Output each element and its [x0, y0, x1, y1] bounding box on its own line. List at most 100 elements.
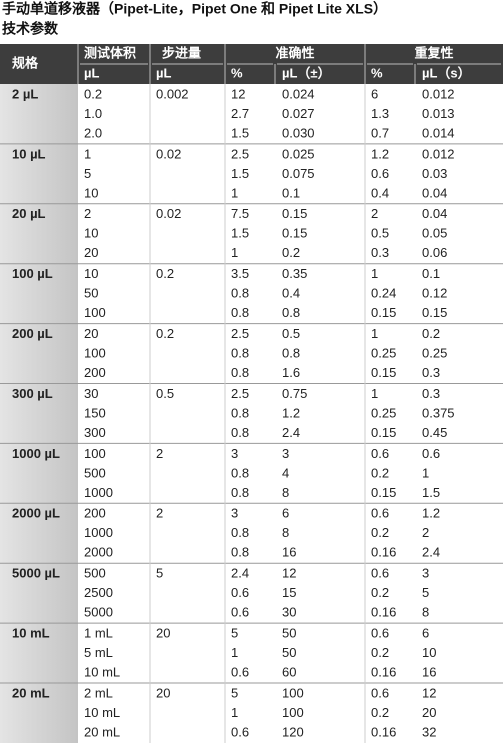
spec-cell: 1000 µL: [12, 446, 60, 461]
data-cell: 1: [231, 185, 238, 200]
data-cell: 2: [422, 525, 429, 540]
data-cell: 10: [84, 266, 98, 281]
header-cell: 规格: [12, 55, 39, 70]
data-cell: 0.2: [422, 326, 440, 341]
spec-cell: 10 µL: [12, 146, 46, 161]
data-cell: 0.5: [282, 326, 300, 341]
data-cell: 1.5: [231, 125, 249, 140]
data-cell: 8: [422, 605, 429, 620]
data-cell: 2000: [84, 545, 113, 560]
data-cell: 0.7: [371, 125, 389, 140]
data-cell: 0.2: [371, 645, 389, 660]
data-cell: 0.3: [422, 386, 440, 401]
data-cell: 2.0: [84, 125, 102, 140]
step-cell: 20: [156, 626, 170, 641]
data-cell: 6: [422, 626, 429, 641]
data-cell: 0.014: [422, 125, 455, 140]
data-cell: 1: [231, 245, 238, 260]
data-cell: 0.6: [231, 724, 249, 739]
data-cell: 20: [84, 326, 98, 341]
data-cell: 100: [84, 305, 106, 320]
data-cell: 3: [231, 506, 238, 521]
data-cell: 0.012: [422, 146, 455, 161]
data-cell: 0.25: [422, 346, 447, 361]
data-cell: 0.075: [282, 166, 315, 181]
data-cell: 2.4: [282, 425, 300, 440]
data-cell: 1: [422, 465, 429, 480]
data-cell: 0.6: [371, 166, 389, 181]
header-cell: 准确性: [275, 45, 314, 60]
data-cell: 0.15: [371, 305, 396, 320]
data-cell: 2 mL: [84, 685, 113, 700]
data-cell: 0.8: [231, 346, 249, 361]
data-cell: 0.8: [231, 425, 249, 440]
data-cell: 1: [231, 705, 238, 720]
data-cell: 1.5: [422, 485, 440, 500]
data-cell: 3: [282, 446, 289, 461]
data-cell: 2.5: [231, 386, 249, 401]
spec-column-bg: [0, 84, 78, 743]
data-cell: 0.15: [422, 305, 447, 320]
data-cell: 0.5: [371, 226, 389, 241]
data-cell: 0.024: [282, 86, 315, 101]
data-cell: 1.5: [231, 226, 249, 241]
data-cell: 100: [282, 685, 304, 700]
data-cell: 0.6: [231, 605, 249, 620]
data-cell: 2: [84, 206, 91, 221]
data-cell: 5000: [84, 605, 113, 620]
data-cell: 12: [282, 566, 296, 581]
step-cell: 0.5: [156, 386, 174, 401]
data-cell: 0.025: [282, 146, 315, 161]
data-cell: 0.1: [422, 266, 440, 281]
spec-cell: 20 mL: [12, 685, 50, 700]
data-cell: 1: [371, 266, 378, 281]
data-cell: 20: [422, 705, 436, 720]
data-cell: 10 mL: [84, 705, 120, 720]
data-cell: 0.2: [282, 245, 300, 260]
header-cell: 测试体积: [84, 45, 136, 60]
spec-cell: 20 µL: [12, 206, 46, 221]
data-cell: 0.6: [231, 585, 249, 600]
data-cell: 150: [84, 405, 106, 420]
step-cell: 0.02: [156, 146, 181, 161]
data-cell: 1.5: [231, 166, 249, 181]
data-cell: 2: [371, 206, 378, 221]
spec-cell: 200 µL: [12, 326, 53, 341]
data-cell: 0.8: [231, 465, 249, 480]
data-cell: 2.4: [422, 545, 440, 560]
data-cell: 0.6: [231, 665, 249, 680]
data-cell: 0.4: [282, 286, 300, 301]
data-cell: 0.6: [371, 626, 389, 641]
data-cell: 0.75: [282, 386, 307, 401]
data-cell: 0.24: [371, 286, 396, 301]
data-cell: 8: [282, 485, 289, 500]
data-cell: 0.3: [371, 245, 389, 260]
spec-cell: 100 µL: [12, 266, 53, 281]
title: 技术参数: [2, 21, 59, 37]
data-cell: 0.012: [422, 86, 455, 101]
data-cell: 2.7: [231, 106, 249, 121]
data-cell: 60: [282, 665, 296, 680]
data-cell: 20 mL: [84, 724, 120, 739]
data-cell: 5: [231, 626, 238, 641]
data-cell: 0.15: [282, 226, 307, 241]
header-unit: %: [371, 65, 383, 80]
data-cell: 5 mL: [84, 645, 113, 660]
data-cell: 6: [282, 506, 289, 521]
data-cell: 0.6: [422, 446, 440, 461]
data-cell: 16: [422, 665, 436, 680]
data-cell: 50: [282, 645, 296, 660]
data-cell: 1.2: [371, 146, 389, 161]
spec-cell: 2 µL: [12, 86, 38, 101]
data-cell: 30: [282, 605, 296, 620]
data-cell: 2500: [84, 585, 113, 600]
data-cell: 50: [84, 286, 98, 301]
data-cell: 0.15: [371, 485, 396, 500]
data-cell: 100: [84, 346, 106, 361]
data-cell: 0.375: [422, 405, 455, 420]
data-cell: 12: [422, 685, 436, 700]
data-cell: 0.8: [231, 545, 249, 560]
data-cell: 7.5: [231, 206, 249, 221]
data-cell: 20: [84, 245, 98, 260]
